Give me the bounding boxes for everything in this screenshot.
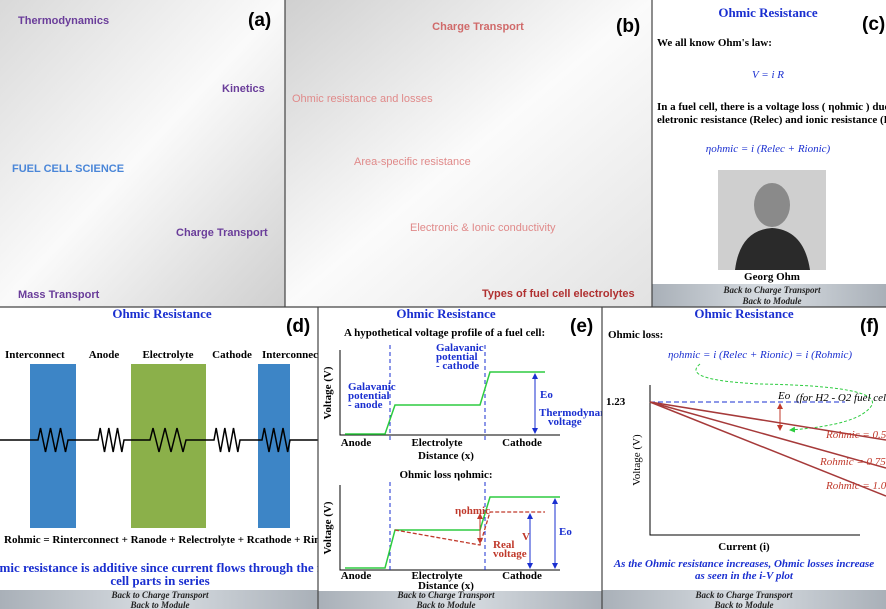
region-label: Anode <box>341 437 372 449</box>
region-label: Cathode <box>502 437 542 449</box>
panel-label: (b) <box>616 16 640 37</box>
region-label: Electrolyte <box>411 437 462 449</box>
page: Fuel cell slides {"panels":{ "a":{"label… <box>0 0 886 609</box>
main-title: FUEL CELL SCIENCE <box>12 163 124 175</box>
nav-link[interactable]: Back to Charge Transport <box>723 285 821 295</box>
caption: as seen in the i-V plot <box>695 570 794 582</box>
region-label: Anode <box>341 570 372 582</box>
topic: Charge Transport <box>176 227 268 239</box>
nav-link[interactable]: Back to Module <box>741 296 801 306</box>
topic: Mass Transport <box>18 289 100 301</box>
annotation: V <box>522 531 530 543</box>
topic: Area-specific resistance <box>354 156 471 168</box>
slide-title: Ohmic Resistance <box>694 306 794 321</box>
annotation: voltage <box>548 416 582 428</box>
panel-label: (f) <box>860 316 879 337</box>
slide-title: Ohmic Resistance <box>112 306 212 321</box>
caption: cell parts in series <box>110 573 209 588</box>
line-label: Rohmic = 0.75 ohm <box>819 456 886 468</box>
topic: Electronic & Ionic conductivity <box>410 222 556 234</box>
layer <box>131 364 206 528</box>
annotation: - cathode <box>436 360 479 372</box>
text: A hypothetical voltage profile of a fuel… <box>344 327 545 339</box>
panel-b <box>285 0 652 307</box>
nav-link[interactable]: Back to Module <box>129 600 189 609</box>
annotation: Eo <box>777 390 791 402</box>
axis-label: Current (i) <box>718 541 770 553</box>
equation: ηohmic = i (Relec + Rionic) = i (Rohmic) <box>668 349 852 361</box>
caption: As the Ohmic resistance increases, Ohmic… <box>613 558 874 570</box>
slide-title: Charge Transport <box>432 21 524 33</box>
layer-label: Cathode <box>212 349 252 361</box>
panel-label: (c) <box>862 14 885 35</box>
axis-label: Distance (x) <box>418 450 474 462</box>
layer <box>258 364 290 528</box>
annotation: (for H2 - O2 fuel cell) <box>796 392 886 404</box>
annotation: ηohmic <box>455 505 490 517</box>
region-label: Cathode <box>502 570 542 582</box>
layer-label: Electrolyte <box>142 349 193 361</box>
equation: ηohmic = i (Relec + Rionic) <box>706 143 831 155</box>
layer-label: Anode <box>89 349 120 361</box>
annotation: Eo <box>540 389 553 401</box>
portrait <box>754 183 790 227</box>
topic: Thermodynamics <box>18 15 109 27</box>
nav-link[interactable]: Back to Module <box>713 600 773 609</box>
nav-link[interactable]: Back to Charge Transport <box>397 590 495 600</box>
topic: Kinetics <box>222 83 265 95</box>
nav-link[interactable]: Back to Charge Transport <box>111 590 209 600</box>
line-label: Rohmic = 0.5 ohm <box>825 429 886 441</box>
caption: Georg Ohm <box>744 271 800 283</box>
topic: Ohmic resistance and losses <box>292 93 433 105</box>
axis-label: Voltage (V) <box>322 366 334 419</box>
slides: Thermodynamics Kinetics FUEL CELL SCIENC… <box>0 0 886 609</box>
panel-label: (a) <box>248 10 271 31</box>
slide-title: Ohmic Resistance <box>718 5 818 20</box>
panel-label: (d) <box>286 316 310 337</box>
tick-label: 1.23 <box>606 396 626 408</box>
slide-title: Ohmic Resistance <box>396 306 496 321</box>
text: eletronic resistance (Relec) and ionic r… <box>657 114 886 126</box>
plot-title: Ohmic loss ηohmic: <box>399 469 492 481</box>
line-label: Rohmic = 1.0 ohm <box>825 480 886 492</box>
panel-a <box>0 0 285 307</box>
annotation: - anode <box>348 399 383 411</box>
layer <box>30 364 76 528</box>
panel-label: (e) <box>570 316 593 337</box>
layer-label: Interconnect <box>262 349 322 361</box>
equation: V = i R <box>752 69 784 81</box>
nav-link[interactable]: Back to Charge Transport <box>695 590 793 600</box>
annotation: voltage <box>493 548 527 560</box>
text: In a fuel cell, there is a voltage loss … <box>657 101 886 113</box>
nav-link[interactable]: Back to Module <box>415 600 475 609</box>
body: Thermodynamics Kinetics FUEL CELL SCIENC… <box>0 0 886 609</box>
topic: Types of fuel cell electrolytes <box>482 288 635 300</box>
text: We all know Ohm's law: <box>657 37 772 49</box>
axis-label: Voltage (V) <box>631 434 643 486</box>
equation: Rohmic = Rinterconnect + Ranode + Relect… <box>4 534 370 546</box>
layer-label: Interconnect <box>5 349 65 361</box>
annotation: Eo <box>559 526 572 538</box>
axis-label: Voltage (V) <box>322 501 334 554</box>
subtitle: Ohmic loss: <box>608 329 663 341</box>
